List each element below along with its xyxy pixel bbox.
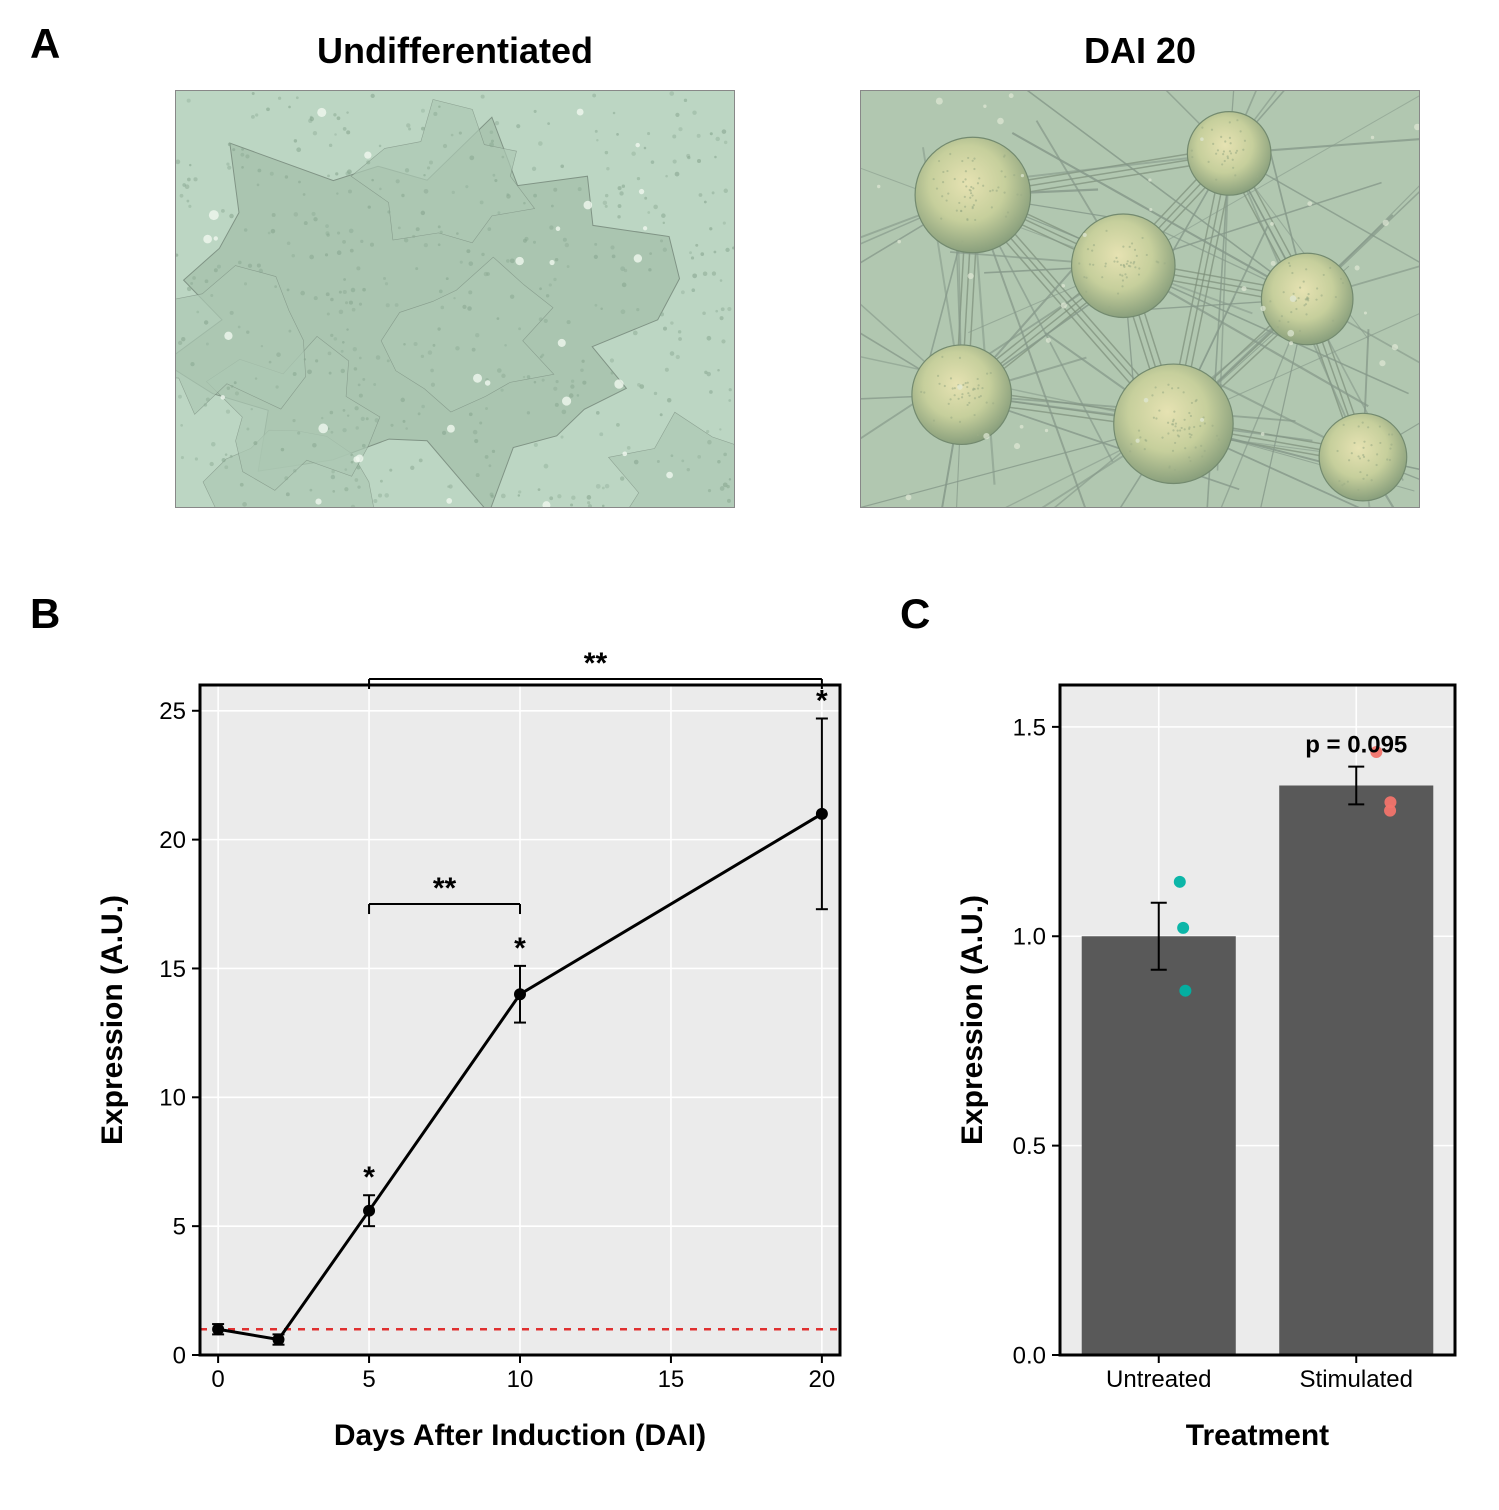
svg-text:**: ** [433, 872, 457, 905]
svg-text:Expression (A.U.): Expression (A.U.) [956, 895, 989, 1145]
svg-text:0: 0 [211, 1366, 224, 1393]
svg-text:20: 20 [159, 827, 186, 854]
panel-label-a: A [30, 20, 60, 68]
panel-a-right-micrograph [860, 90, 1420, 508]
svg-text:10: 10 [159, 1085, 186, 1112]
svg-text:Days After Induction (DAI): Days After Induction (DAI) [334, 1419, 706, 1452]
panel-c-bar-chart: p = 0.095 0.0 0.5 1.0 1.5 Untreated Stimulated… [950, 635, 1470, 1475]
svg-text:1.0: 1.0 [1013, 924, 1046, 951]
panel-b-line-chart: *******051015200510152025Days After Indu… [90, 635, 860, 1475]
svg-text:Treatment: Treatment [1186, 1419, 1329, 1452]
svg-text:15: 15 [159, 956, 186, 983]
svg-text:p = 0.095: p = 0.095 [1305, 732, 1407, 759]
svg-text:25: 25 [159, 698, 186, 725]
svg-text:5: 5 [362, 1366, 375, 1393]
svg-text:1.5: 1.5 [1013, 714, 1046, 741]
svg-text:*: * [514, 932, 526, 965]
svg-text:*: * [363, 1161, 375, 1194]
panel-a-left-title: Undifferentiated [175, 30, 735, 72]
panel-a-right-title: DAI 20 [860, 30, 1420, 72]
panel-label-b: B [30, 590, 60, 638]
svg-text:Untreated: Untreated [1106, 1366, 1211, 1393]
svg-text:10: 10 [507, 1366, 534, 1393]
svg-text:**: ** [584, 647, 608, 680]
svg-text:Expression (A.U.): Expression (A.U.) [96, 895, 129, 1145]
svg-text:*: * [816, 685, 828, 718]
svg-text:20: 20 [809, 1366, 836, 1393]
svg-text:0: 0 [173, 1342, 186, 1369]
svg-text:Stimulated: Stimulated [1300, 1366, 1413, 1393]
svg-text:0.0: 0.0 [1013, 1342, 1046, 1369]
panel-a-left-micrograph [175, 90, 735, 508]
svg-text:0.5: 0.5 [1013, 1133, 1046, 1160]
svg-text:5: 5 [173, 1214, 186, 1241]
panel-label-c: C [900, 590, 930, 638]
figure-root: A Undifferentiated DAI 20 B *******05101… [20, 20, 1479, 1490]
svg-text:15: 15 [658, 1366, 685, 1393]
